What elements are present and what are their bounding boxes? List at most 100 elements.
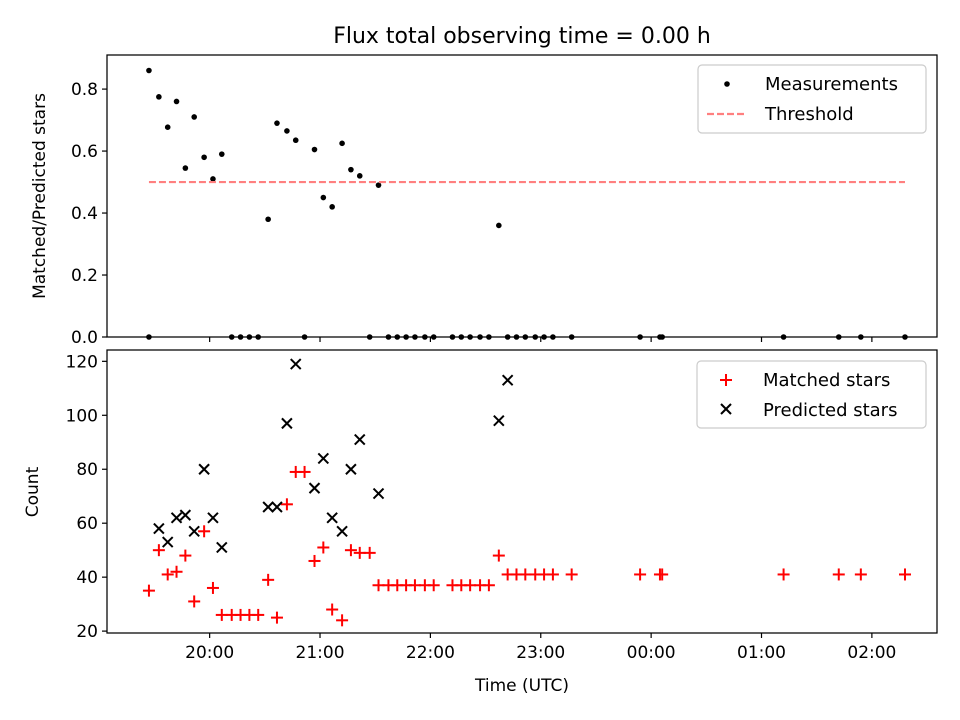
bottom-y-axis: 20 40 60 80 100 120 (66, 352, 107, 642)
predicted-stars-point (198, 463, 210, 475)
matched-stars-point (344, 544, 357, 557)
bottom-panel: 20 40 60 80 100 120 20:00 21:00 22:00 23:00 00:00… (23, 349, 938, 696)
measurements-point (274, 120, 280, 126)
top-y-tick-label: 0.4 (71, 204, 98, 224)
measurements-point (173, 98, 180, 105)
matched-stars-point (492, 549, 505, 562)
matched-stars-point (252, 608, 265, 621)
bottom-x-axis-label: Time (UTC) (474, 676, 569, 696)
measurements-point (218, 151, 225, 157)
bottom-y-tick-label: 40 (76, 568, 98, 588)
predicted-stars-point (216, 541, 228, 554)
matched-stars-point (179, 549, 192, 562)
bottom-axes-frame (106, 349, 938, 634)
matched-stars-point (308, 554, 321, 567)
matched-stars-point (170, 565, 183, 578)
matched-stars-point (427, 579, 440, 592)
measurements-point (284, 128, 290, 134)
bottom-x-tick-label: 21:00 (296, 643, 345, 663)
matched-stars-point (317, 541, 330, 554)
matched-stars-point (832, 568, 845, 581)
predicted-stars-point (317, 452, 330, 465)
predicted-stars-point (308, 482, 321, 494)
predicted-stars-point (281, 417, 293, 430)
measurements-point (375, 182, 382, 188)
matched-stars-point (565, 568, 578, 581)
measurements-point (356, 173, 363, 179)
predicted-stars-point (326, 512, 338, 524)
matched-stars-point (298, 465, 311, 478)
top-panel: 0.00.20.40.60.8 Matched/Predicted stars … (30, 54, 938, 348)
bottom-legend: Matched stars Predicted stars (696, 360, 927, 429)
matched-stars-point (777, 568, 790, 581)
bottom-y-tick-label: 80 (76, 460, 98, 480)
legend-threshold-label: Threshold (764, 104, 854, 125)
measurements-point (496, 222, 502, 229)
matched-stars-point (198, 525, 211, 538)
predicted-stars-point (207, 512, 219, 524)
top-y-tick-label: 0.2 (71, 266, 98, 286)
measurements-point (292, 137, 299, 144)
top-y-axis-label: Matched/Predicted stars (30, 93, 50, 299)
bottom-y-tick-label: 120 (66, 352, 98, 372)
predicted-stars-point (354, 433, 366, 446)
matched-stars-point (482, 579, 495, 592)
bottom-y-tick-label: 60 (76, 514, 98, 534)
matched-stars-point (280, 498, 293, 511)
top-y-tick-label: 0.6 (71, 142, 98, 162)
measurements-point (348, 166, 354, 173)
measurements-point (339, 140, 345, 147)
bottom-x-tick-label: 02:00 (847, 643, 896, 663)
bottom-legend-frame (696, 360, 927, 429)
measurements-point (164, 124, 171, 131)
bottom-x-tick-label: 22:00 (406, 643, 455, 663)
predicted-stars-point (179, 509, 192, 521)
predicted-stars-point (501, 374, 514, 386)
predicted-stars-point (271, 501, 283, 513)
bottom-x-tick-label: 00:00 (627, 643, 676, 663)
measurements-point (265, 216, 271, 223)
matched-stars-point (206, 581, 219, 594)
matched-stars-point (656, 568, 669, 581)
matched-stars-point (262, 573, 275, 586)
measurements-point (182, 165, 189, 171)
matched-stars-point (188, 595, 201, 608)
legend-measurements-label: Measurements (765, 74, 898, 95)
top-y-tick-label: 0.8 (71, 80, 98, 100)
predicted-stars-point (161, 536, 174, 548)
matched-stars-point (161, 568, 174, 581)
measurements-point (311, 146, 318, 153)
bottom-y-axis-label: Count (23, 466, 43, 517)
predicted-stars-point (336, 525, 348, 537)
matched-stars-point (326, 603, 339, 616)
bottom-y-tick-label: 100 (66, 406, 98, 426)
bottom-plot-area (142, 358, 911, 627)
predicted-stars-point (170, 512, 183, 524)
matched-stars-point (363, 546, 376, 559)
measurements-point (191, 114, 197, 120)
matched-stars-point (336, 614, 349, 627)
matched-stars-point (152, 544, 165, 557)
predicted-stars-point (262, 501, 274, 513)
measurements-point (146, 67, 152, 74)
top-y-axis: 0.0 0.2 0.4 0.6 0.8 (71, 80, 107, 348)
bottom-x-tick-label: 01:00 (737, 643, 786, 663)
bottom-x-axis: 20:00 21:00 22:00 23:00 00:00 01:00 02:00 (185, 633, 896, 663)
bottom-x-tick-label: 20:00 (185, 643, 234, 663)
matched-stars-point (142, 584, 155, 597)
top-legend-frame (697, 64, 927, 134)
matched-stars-point (546, 568, 559, 581)
measurements-point (210, 176, 216, 182)
top-legend: Measurements Threshold (697, 64, 927, 134)
bottom-x-tick-label: 23:00 (516, 643, 565, 663)
legend-measurements-marker (724, 81, 730, 87)
predicted-stars-point (372, 487, 385, 500)
matched-stars-point (898, 568, 911, 581)
measurements-point (320, 194, 327, 201)
measurements-point (329, 204, 335, 210)
matched-stars-point (854, 568, 867, 581)
legend-matched-marker (720, 374, 732, 386)
predicted-stars-point (493, 414, 505, 427)
top-y-tick-label: 0.0 (71, 328, 98, 348)
